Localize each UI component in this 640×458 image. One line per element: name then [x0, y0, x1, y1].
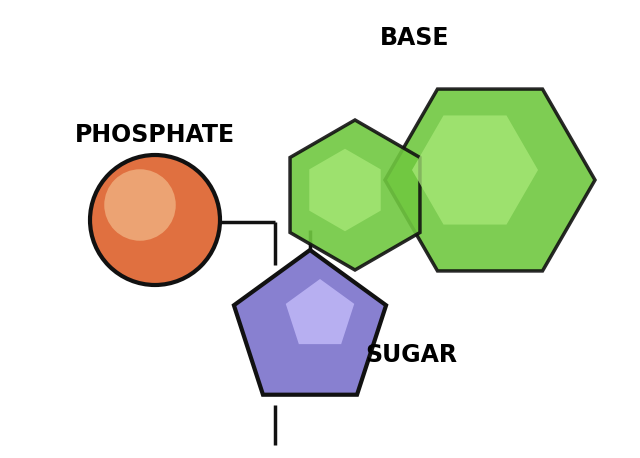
Polygon shape: [412, 115, 538, 224]
Text: SUGAR: SUGAR: [365, 343, 457, 367]
Circle shape: [90, 155, 220, 285]
Polygon shape: [286, 279, 354, 344]
Text: PHOSPHATE: PHOSPHATE: [75, 123, 235, 147]
Polygon shape: [309, 149, 381, 231]
Circle shape: [104, 169, 176, 241]
Text: BASE: BASE: [380, 26, 449, 50]
Polygon shape: [290, 120, 420, 270]
Polygon shape: [385, 89, 595, 271]
Polygon shape: [234, 250, 386, 395]
